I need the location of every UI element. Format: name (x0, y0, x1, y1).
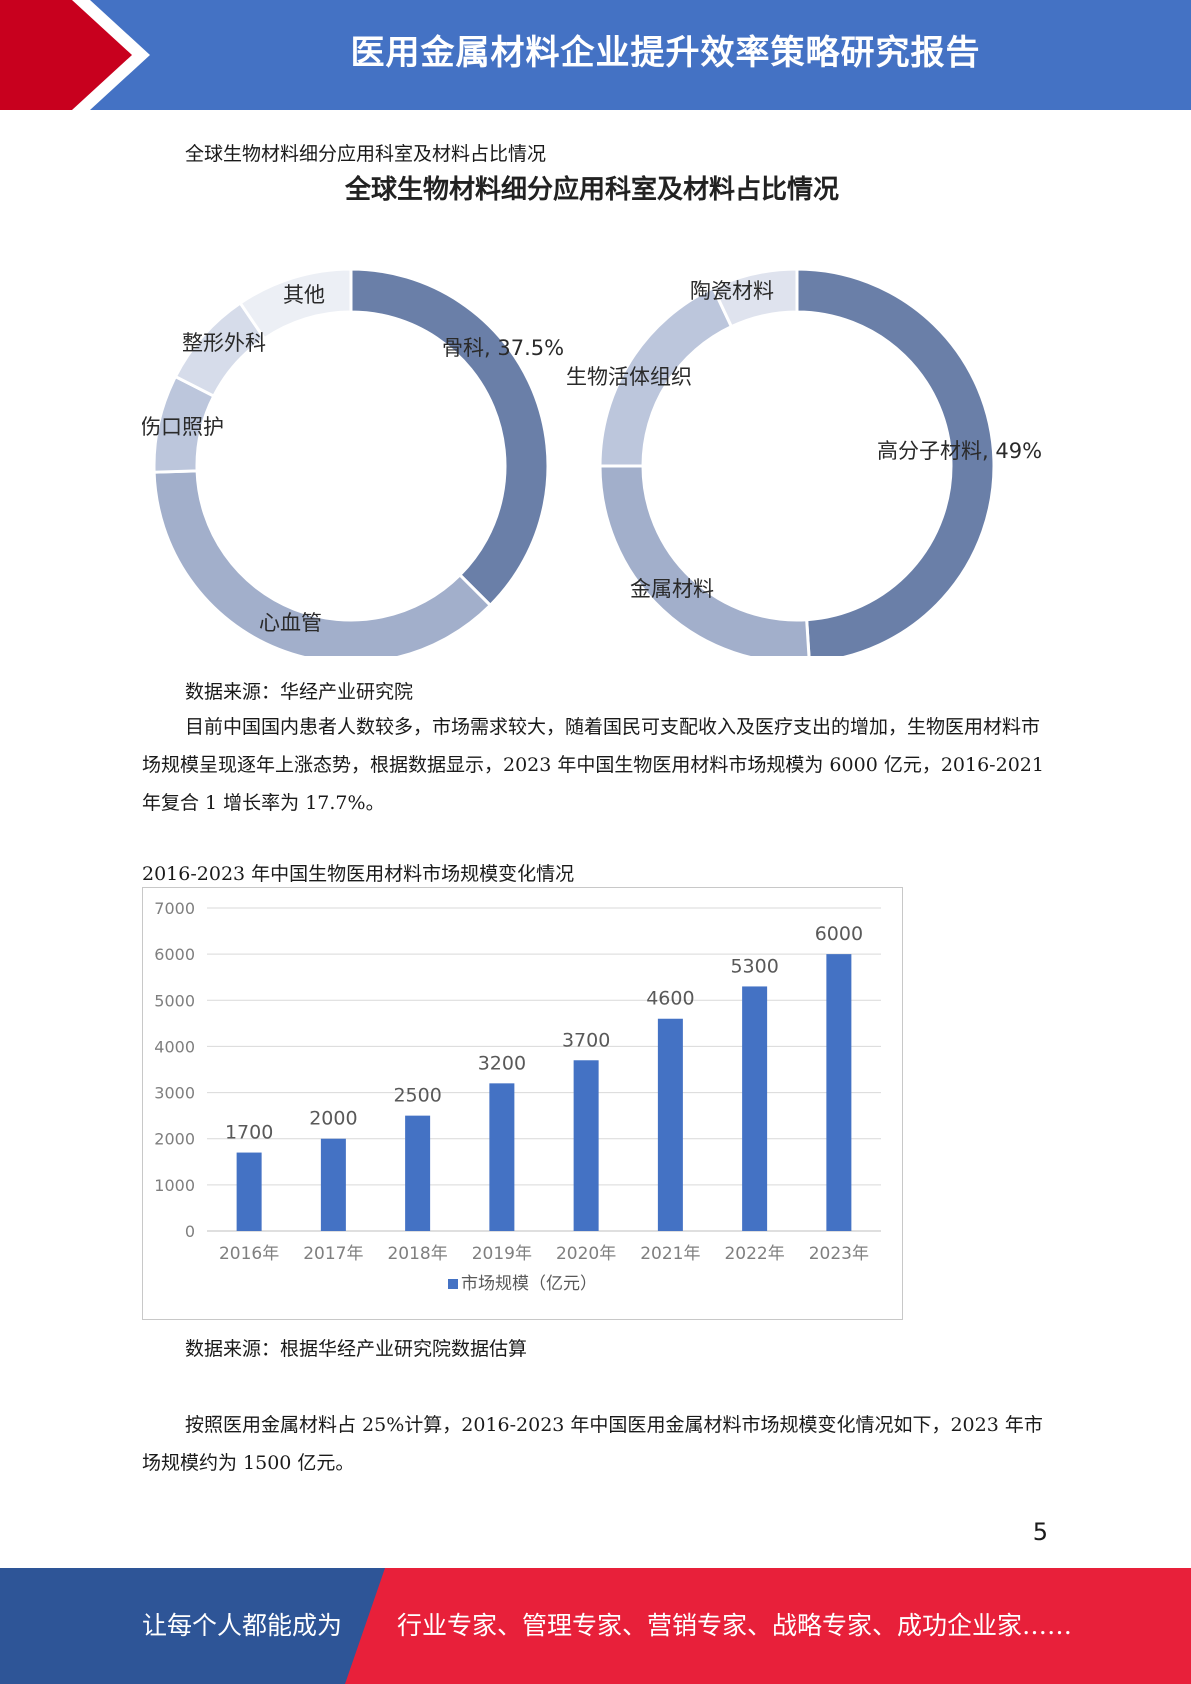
bar (489, 1083, 515, 1231)
bar-value-label: 3200 (478, 1052, 526, 1074)
donut-materials: 高分子材料, 49% 金属材料 生物活体组织 陶瓷材料 (566, 267, 1042, 665)
x-tick-label: 2021年 (640, 1244, 700, 1264)
figure2-caption: 2016-2023 年中国生物医用材料市场规模变化情况 (142, 863, 575, 885)
figure1-source: 数据来源：华经产业研究院 (185, 681, 414, 703)
footer-slogan-left: 让每个人都能成为 (142, 1611, 343, 1640)
footer-background (0, 1568, 1191, 1684)
x-tick-label: 2019年 (472, 1244, 532, 1264)
paragraph-metal-share: 按照医用金属材料占 25%计算，2016-2023 年中国医用金属材料市场规模变… (142, 1414, 1043, 1474)
bar (826, 954, 852, 1231)
x-tick-label: 2022年 (724, 1244, 784, 1264)
donut-charts-figure: 全球生物材料细分应用科室及材料占比情况 骨科, 37.5% 心血管 伤口照护 整形外科… (140, 172, 1042, 665)
bar-chart-figure: 0 1000 2000 3000 4000 5000 6000 7000 1700 2016年 2… (142, 887, 903, 1320)
header-chevron-icon (0, 0, 150, 110)
page-number: 5 (1032, 1518, 1048, 1546)
bar-chart-legend: 市场规模（亿元） (448, 1274, 597, 1294)
bar-chart-svg: 0 1000 2000 3000 4000 5000 6000 7000 1700 2016年 2… (154, 899, 881, 1294)
footer-slogan-right: 行业专家、管理专家、营销专家、战略专家、成功企业家…… (397, 1611, 1073, 1640)
figure1-caption: 全球生物材料细分应用科室及材料占比情况 (185, 143, 547, 165)
bar (405, 1115, 431, 1231)
bar (657, 1018, 683, 1231)
bar-value-label: 5300 (730, 955, 778, 977)
donut-charts-svg: 全球生物材料细分应用科室及材料占比情况 骨科, 37.5% 心血管 伤口照护 整形外科… (140, 174, 1042, 665)
x-tick-label: 2020年 (556, 1244, 616, 1264)
bar-value-label: 6000 (815, 923, 863, 945)
departments-slice (238, 267, 353, 341)
y-tick-label: 6000 (154, 945, 195, 964)
materials-label: 金属材料 (630, 577, 714, 601)
paragraph-market-overview: 目前中国国内患者人数较多，市场需求较大，随着国民可支配收入及医疗支出的增加，生物… (142, 716, 1044, 814)
y-tick-label: 0 (185, 1222, 195, 1241)
departments-label: 整形外科 (182, 331, 266, 355)
bar-value-label: 2500 (393, 1085, 441, 1107)
bar (573, 1060, 599, 1231)
bar-value-label: 3700 (562, 1029, 610, 1051)
x-tick-label: 2023年 (809, 1244, 869, 1264)
bar (742, 986, 768, 1231)
y-tick-label: 2000 (154, 1130, 195, 1149)
bar (236, 1152, 262, 1231)
y-tick-label: 1000 (154, 1176, 195, 1195)
materials-label: 生物活体组织 (566, 365, 692, 389)
legend-swatch (448, 1279, 458, 1289)
materials-slice (711, 267, 799, 329)
departments-slice (152, 469, 493, 665)
departments-label: 心血管 (259, 611, 322, 635)
bar-chart-bars: 1700 2016年 2000 2017年 2500 2018年 3200 2019年 3700… (219, 923, 869, 1264)
report-footer: 让每个人都能成为 行业专家、管理专家、营销专家、战略专家、成功企业家…… (0, 1568, 1191, 1684)
bar-value-label: 4600 (646, 988, 694, 1010)
departments-slice (349, 267, 550, 608)
y-tick-label: 3000 (154, 1084, 195, 1103)
departments-label: 伤口照护 (142, 415, 224, 439)
legend-label: 市场规模（亿元） (461, 1274, 597, 1294)
report-title: 医用金属材料企业提升效率策略研究报告 (350, 33, 981, 73)
bar-value-label: 1700 (225, 1122, 273, 1144)
x-tick-label: 2017年 (303, 1244, 363, 1264)
y-tick-label: 5000 (154, 991, 195, 1010)
x-tick-label: 2018年 (387, 1244, 447, 1264)
materials-label: 高分子材料, 49% (877, 439, 1042, 463)
bar-value-label: 2000 (309, 1108, 357, 1130)
figure2-source: 数据来源：根据华经产业研究院数据估算 (185, 1338, 528, 1360)
x-tick-label: 2016年 (219, 1244, 279, 1264)
donut-figure-title: 全球生物材料细分应用科室及材料占比情况 (344, 174, 839, 205)
bar-chart-grid: 0 1000 2000 3000 4000 5000 6000 7000 (154, 899, 881, 1241)
departments-label: 其他 (283, 283, 325, 307)
y-tick-label: 4000 (154, 1037, 195, 1056)
report-header: 医用金属材料企业提升效率策略研究报告 (0, 0, 1191, 110)
bar (320, 1138, 346, 1231)
departments-label: 骨科, 37.5% (442, 336, 564, 360)
y-tick-label: 7000 (154, 899, 195, 918)
materials-label: 陶瓷材料 (690, 279, 774, 303)
materials-slice (598, 464, 811, 665)
